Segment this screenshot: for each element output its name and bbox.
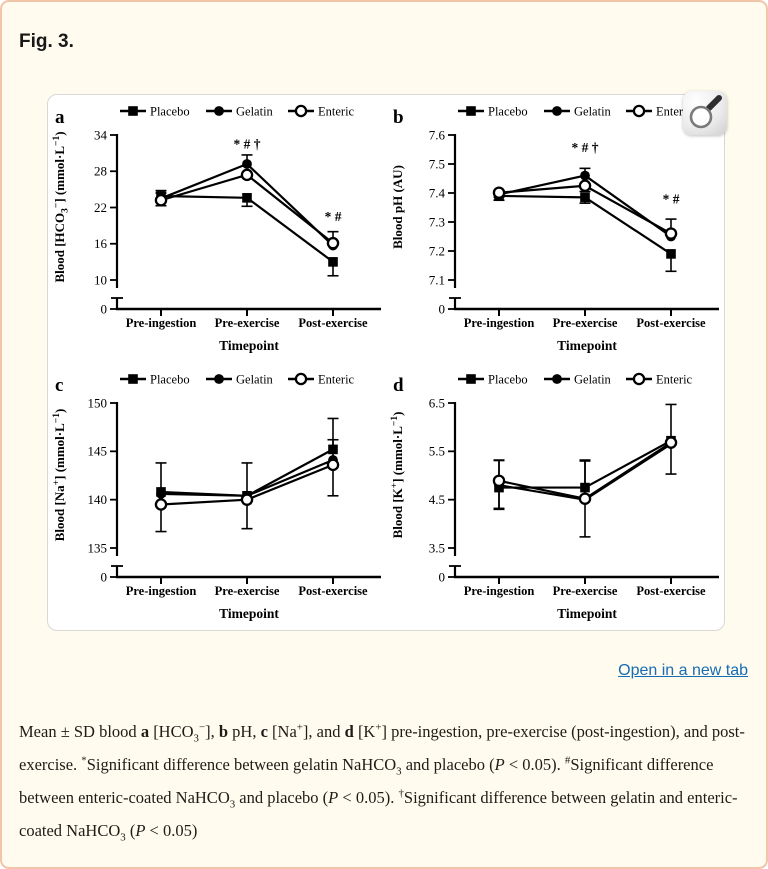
- svg-text:7.5: 7.5: [429, 156, 445, 171]
- svg-text:Placebo: Placebo: [488, 105, 528, 119]
- svg-text:Blood pH (AU): Blood pH (AU): [390, 165, 405, 249]
- svg-text:4.5: 4.5: [429, 492, 445, 507]
- panel-b-chart: b Placebo Gelatin Enteric 7.6 7.5 7.4 7.3 7.2 7.1…: [387, 97, 725, 362]
- svg-text:d: d: [393, 375, 404, 396]
- svg-text:140: 140: [88, 492, 108, 507]
- svg-text:Post-exercise: Post-exercise: [636, 316, 706, 330]
- svg-text:28: 28: [94, 164, 107, 179]
- svg-text:Post-exercise: Post-exercise: [298, 584, 368, 598]
- svg-text:* #: * #: [325, 209, 342, 224]
- svg-text:Post-exercise: Post-exercise: [298, 316, 368, 330]
- svg-text:0: 0: [439, 570, 446, 585]
- svg-text:3.5: 3.5: [429, 540, 445, 555]
- svg-text:Gelatin: Gelatin: [574, 373, 612, 387]
- svg-text:Gelatin: Gelatin: [574, 105, 612, 119]
- svg-text:Gelatin: Gelatin: [236, 105, 274, 119]
- svg-text:34: 34: [94, 127, 108, 142]
- svg-text:Placebo: Placebo: [150, 373, 190, 387]
- svg-text:Pre-ingestion: Pre-ingestion: [464, 316, 535, 330]
- magnifier-icon[interactable]: [683, 91, 727, 135]
- svg-text:Timepoint: Timepoint: [219, 338, 279, 353]
- svg-text:b: b: [393, 107, 404, 128]
- svg-text:150: 150: [88, 395, 108, 410]
- svg-text:22: 22: [94, 200, 107, 215]
- svg-text:16: 16: [94, 236, 108, 251]
- figure-caption: Mean ± SD blood a [HCO3−], b pH, c [Na+]…: [19, 721, 745, 844]
- svg-text:Pre-exercise: Pre-exercise: [553, 316, 618, 330]
- svg-text:Pre-ingestion: Pre-ingestion: [464, 584, 535, 598]
- svg-text:135: 135: [88, 540, 108, 555]
- svg-text:Pre-exercise: Pre-exercise: [215, 584, 280, 598]
- svg-text:Blood [HCO3−] (mmol·L−1): Blood [HCO3−] (mmol·L−1): [52, 131, 71, 282]
- svg-text:6.5: 6.5: [429, 395, 445, 410]
- svg-text:Placebo: Placebo: [488, 373, 528, 387]
- svg-text:Pre-exercise: Pre-exercise: [215, 316, 280, 330]
- svg-text:* # †: * # †: [234, 136, 261, 151]
- svg-text:Pre-exercise: Pre-exercise: [553, 584, 618, 598]
- svg-text:0: 0: [101, 302, 108, 317]
- svg-text:7.2: 7.2: [429, 243, 445, 258]
- svg-text:a: a: [55, 107, 65, 128]
- svg-text:Pre-ingestion: Pre-ingestion: [126, 584, 197, 598]
- svg-text:7.4: 7.4: [429, 185, 446, 200]
- panel-d-chart: d Placebo Gelatin Enteric 6.5 5.5 4.5 3.5 0 Pre-i…: [387, 365, 725, 630]
- svg-text:Pre-ingestion: Pre-ingestion: [126, 316, 197, 330]
- svg-text:7.1: 7.1: [429, 272, 445, 287]
- svg-text:0: 0: [101, 570, 108, 585]
- svg-text:0: 0: [439, 302, 446, 317]
- svg-text:Blood [K+] (mmol·L−1): Blood [K+] (mmol·L−1): [390, 412, 405, 539]
- figure-image[interactable]: a Placebo Gelatin Enteric 34 28 22 16 10 0 Pre-ing…: [47, 91, 727, 631]
- svg-text:Enteric: Enteric: [318, 105, 355, 119]
- svg-text:5.5: 5.5: [429, 444, 445, 459]
- svg-text:Timepoint: Timepoint: [557, 338, 617, 353]
- panel-c-chart: c Placebo Gelatin Enteric 150 145 140 135 0 Pre-i…: [49, 365, 387, 630]
- svg-text:Timepoint: Timepoint: [219, 606, 279, 621]
- svg-text:Post-exercise: Post-exercise: [636, 584, 706, 598]
- svg-text:c: c: [55, 375, 63, 396]
- svg-text:7.6: 7.6: [429, 127, 446, 142]
- svg-text:Timepoint: Timepoint: [557, 606, 617, 621]
- svg-text:* #: * #: [663, 192, 680, 207]
- svg-text:145: 145: [88, 444, 108, 459]
- figure-title: Fig. 3.: [19, 31, 74, 52]
- svg-text:Enteric: Enteric: [318, 373, 355, 387]
- svg-text:7.3: 7.3: [429, 214, 445, 229]
- panel-a-chart: a Placebo Gelatin Enteric 34 28 22 16 10 0 Pre-ing…: [49, 97, 387, 362]
- svg-text:10: 10: [94, 272, 107, 287]
- svg-text:Gelatin: Gelatin: [236, 373, 274, 387]
- svg-text:Blood [Na+] (mmol·L−1): Blood [Na+] (mmol·L−1): [52, 409, 67, 542]
- svg-text:* # †: * # †: [572, 140, 599, 155]
- svg-text:Enteric: Enteric: [656, 373, 693, 387]
- open-new-tab-link[interactable]: Open in a new tab: [618, 662, 748, 679]
- svg-text:Placebo: Placebo: [150, 105, 190, 119]
